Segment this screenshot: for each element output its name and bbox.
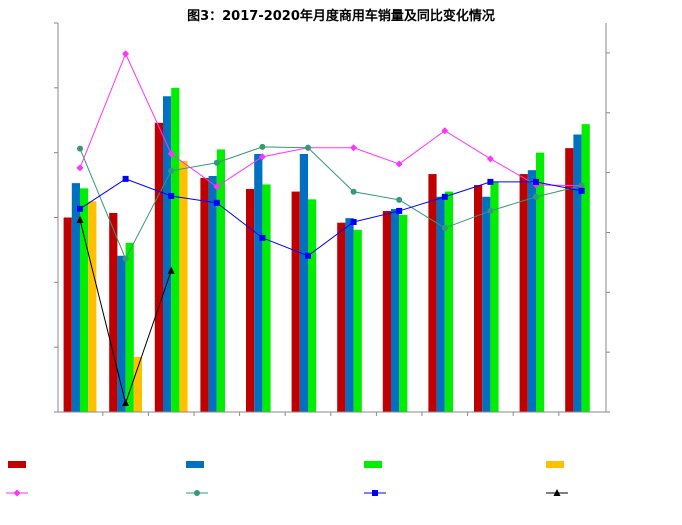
point-2017年同比增长率 xyxy=(441,127,449,135)
chart-title: 图3：2017-2020年月度商用车销量及同比变化情况 xyxy=(187,8,495,24)
legend-marker xyxy=(372,490,378,496)
line-2017年同比增长率 xyxy=(79,52,582,188)
point-2018年同比增长率 xyxy=(396,196,403,203)
bar-2017年销量 xyxy=(246,188,255,412)
legend-marker xyxy=(553,489,561,496)
point-2020年同比增长率 xyxy=(167,266,175,274)
bar-2017年销量 xyxy=(337,222,346,412)
line-2018年同比增长率 xyxy=(79,146,582,260)
bar-2020年销量 xyxy=(133,356,142,412)
point-2017年同比增长率 xyxy=(76,164,84,172)
legend-marker xyxy=(194,490,200,496)
point-2018年同比增长率 xyxy=(213,159,220,166)
bar-2019年销量 xyxy=(80,188,89,412)
point-2019年同比增长率 xyxy=(396,207,403,214)
bar-2019年销量 xyxy=(125,242,134,412)
legend-swatch xyxy=(8,461,26,468)
point-2018年同比增长率 xyxy=(578,182,585,189)
point-2019年同比增长率 xyxy=(441,193,448,200)
bar-2017年销量 xyxy=(565,148,574,412)
point-2019年同比增长率 xyxy=(487,178,494,185)
bar-2019年销量 xyxy=(308,199,317,412)
point-2019年同比增长率 xyxy=(578,187,585,194)
point-2018年同比增长率 xyxy=(77,145,83,152)
point-2018年同比增长率 xyxy=(533,193,539,200)
bar-2019年销量 xyxy=(353,229,362,412)
point-2019年同比增长率 xyxy=(305,252,311,259)
bar-2018年销量 xyxy=(482,196,491,412)
bar-2018年销量 xyxy=(345,218,354,412)
bar-2018年销量 xyxy=(391,209,400,412)
point-2018年同比增长率 xyxy=(259,143,266,150)
bar-2017年销量 xyxy=(200,177,209,412)
bar-2017年销量 xyxy=(63,217,72,412)
point-2019年同比增长率 xyxy=(168,192,175,199)
legend-swatch xyxy=(364,461,382,468)
point-2018年同比增长率 xyxy=(305,144,311,151)
bar-2017年销量 xyxy=(291,191,300,412)
point-2017年同比增长率 xyxy=(395,160,403,168)
point-2019年同比增长率 xyxy=(350,218,357,225)
bar-2018年销量 xyxy=(573,134,582,412)
bar-2017年销量 xyxy=(474,185,483,412)
bar-2020年销量 xyxy=(88,201,97,412)
point-2019年同比增长率 xyxy=(213,199,220,206)
bar-2019年销量 xyxy=(171,87,180,412)
bar-2019年销量 xyxy=(262,184,271,412)
bar-2019年销量 xyxy=(444,191,453,412)
bar-2018年销量 xyxy=(527,170,536,412)
bar-2017年销量 xyxy=(519,174,528,412)
bar-2018年销量 xyxy=(71,183,80,412)
legend-marker xyxy=(13,489,21,497)
bar-2019年销量 xyxy=(536,152,545,412)
point-2018年同比增长率 xyxy=(487,207,494,214)
point-2018年同比增长率 xyxy=(441,224,448,231)
bar-2017年销量 xyxy=(382,211,391,412)
bar-2017年销量 xyxy=(154,122,163,413)
point-2018年同比增长率 xyxy=(168,167,175,174)
bar-2019年销量 xyxy=(490,181,499,412)
point-2019年同比增长率 xyxy=(122,175,129,182)
point-2018年同比增长率 xyxy=(122,255,129,262)
point-2017年同比增长率 xyxy=(167,150,175,158)
point-2020年同比增长率 xyxy=(122,399,130,407)
bar-2018年销量 xyxy=(208,176,217,412)
legend-swatch xyxy=(186,461,204,468)
point-2019年同比增长率 xyxy=(259,234,266,241)
bar-2018年销量 xyxy=(436,196,445,412)
point-2020年同比增长率 xyxy=(76,215,84,223)
bar-2018年销量 xyxy=(117,255,126,412)
bar-2018年销量 xyxy=(254,153,263,413)
bar-2019年销量 xyxy=(581,124,590,412)
point-2017年同比增长率 xyxy=(486,155,494,163)
point-2017年同比增长率 xyxy=(213,183,221,191)
point-2017年同比增长率 xyxy=(350,144,358,152)
bar-2018年销量 xyxy=(163,96,172,413)
point-2017年同比增长率 xyxy=(122,50,130,58)
line-2019年同比增长率 xyxy=(79,178,582,257)
point-2019年同比增长率 xyxy=(77,205,83,212)
bar-2017年销量 xyxy=(428,174,437,412)
bar-2018年销量 xyxy=(299,153,308,413)
point-2017年同比增长率 xyxy=(258,153,266,161)
bar-2019年销量 xyxy=(399,214,408,412)
bar-2020年销量 xyxy=(179,161,188,412)
legend-swatch xyxy=(546,461,564,468)
bar-2019年销量 xyxy=(216,149,225,413)
point-2018年同比增长率 xyxy=(350,188,357,195)
bar-2017年销量 xyxy=(109,212,118,412)
point-2019年同比增长率 xyxy=(533,178,539,185)
